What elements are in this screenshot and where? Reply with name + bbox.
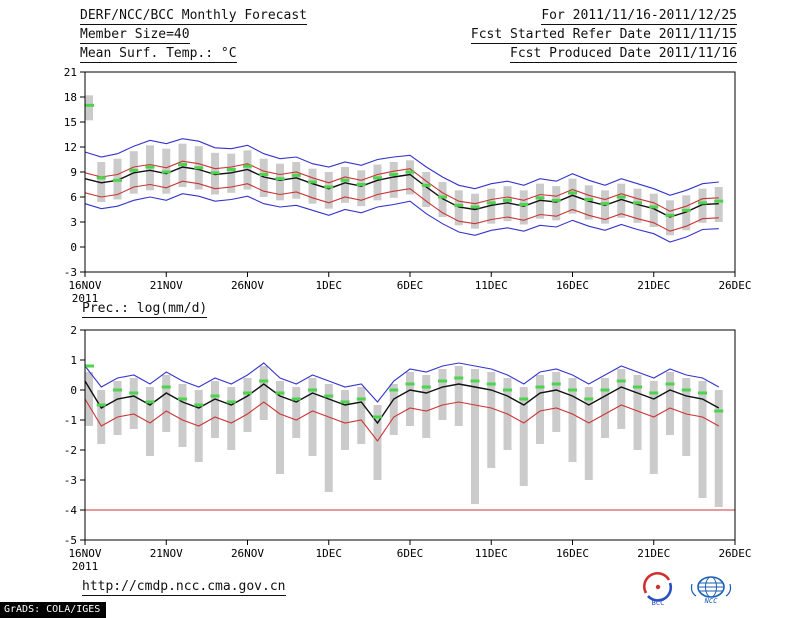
grads-credit: GrADS: COLA/IGES [0, 602, 107, 618]
member-size-label: Member Size=40 [80, 27, 190, 45]
bcc-logo-icon: BCC [643, 572, 672, 607]
y-tick-label: -3 [64, 474, 77, 487]
x-tick-label: 21NOV [150, 547, 183, 560]
ncc-logo-label: NCC [704, 597, 718, 604]
mean-plus-std-line [84, 160, 719, 212]
x-tick-label: 11DEC [475, 279, 508, 292]
y-tick-label: 9 [70, 166, 77, 179]
mean-minus-std-line [84, 180, 719, 232]
ensemble-max-line [84, 362, 720, 403]
page-title: DERF/NCC/BCC Monthly Forecast [80, 8, 307, 26]
x-year-label: 2011 [72, 292, 99, 305]
bcc-blue-swirl [647, 582, 672, 602]
y-tick-label: -3 [64, 266, 77, 279]
y-tick-label: 6 [70, 191, 77, 204]
x-tick-label: 21DEC [637, 279, 670, 292]
x-tick-label: 11DEC [475, 547, 508, 560]
footer-url: http://cmdp.ncc.cma.gov.cn [82, 579, 286, 597]
x-tick-label: 1DEC [316, 547, 343, 560]
y-tick-label: 15 [64, 116, 77, 129]
y-tick-label: 1 [70, 354, 77, 367]
bcc-logo-label: BCC [652, 599, 665, 607]
produced-date-label: Fcst Produced Date 2011/11/16 [510, 46, 737, 64]
x-tick-label: 16DEC [556, 279, 589, 292]
y-tick-label: 0 [70, 384, 77, 397]
climatology-markers [85, 364, 724, 419]
x-tick-label: 21NOV [150, 279, 183, 292]
mean-minus-std-line [84, 398, 720, 442]
x-tick-label: 26DEC [718, 279, 751, 292]
y-tick-label: -1 [64, 414, 77, 427]
ensemble-min-line [84, 193, 719, 243]
x-tick-label: 16NOV [68, 279, 101, 292]
variable-label: Mean Surf. Temp.: °C [80, 46, 237, 64]
y-tick-label: 0 [70, 241, 77, 254]
y-tick-label: -5 [64, 534, 77, 547]
refer-date-label: Fcst Started Refer Date 2011/11/15 [470, 27, 737, 45]
ensemble-spread-bars [85, 366, 723, 507]
x-tick-label: 16DEC [556, 547, 589, 560]
y-tick-label: -4 [64, 504, 78, 517]
bcc-red-swirl [643, 572, 671, 594]
x-tick-label: 6DEC [397, 547, 424, 560]
y-tick-label: 2 [70, 324, 77, 337]
ensemble-mean-line [84, 380, 720, 425]
y-tick-label: 21 [64, 66, 77, 79]
x-tick-label: 16NOV [68, 547, 101, 560]
y-tick-label: 3 [70, 216, 77, 229]
x-tick-label: 21DEC [637, 547, 670, 560]
ncc-wing-left [690, 583, 697, 597]
y-tick-label: 12 [64, 141, 77, 154]
x-tick-label: 26NOV [231, 547, 264, 560]
x-tick-label: 26NOV [231, 279, 264, 292]
precip-panel-title: Prec.: log(mm/d) [82, 301, 208, 319]
y-tick-label: 18 [64, 91, 77, 104]
ncc-logo-icon: NCC [690, 576, 732, 604]
ensemble-mean-line [84, 166, 719, 218]
forecast-range-label: For 2011/11/16-2011/12/25 [541, 8, 737, 26]
x-tick-label: 6DEC [397, 279, 424, 292]
climatology-markers [85, 103, 724, 217]
ensemble-max-line [84, 138, 719, 196]
x-tick-label: 26DEC [718, 547, 751, 560]
ncc-wing-right [725, 583, 732, 597]
bcc-dot [655, 584, 661, 590]
y-tick-label: -2 [64, 444, 77, 457]
x-year-label: 2011 [72, 560, 99, 573]
x-tick-label: 1DEC [316, 279, 343, 292]
